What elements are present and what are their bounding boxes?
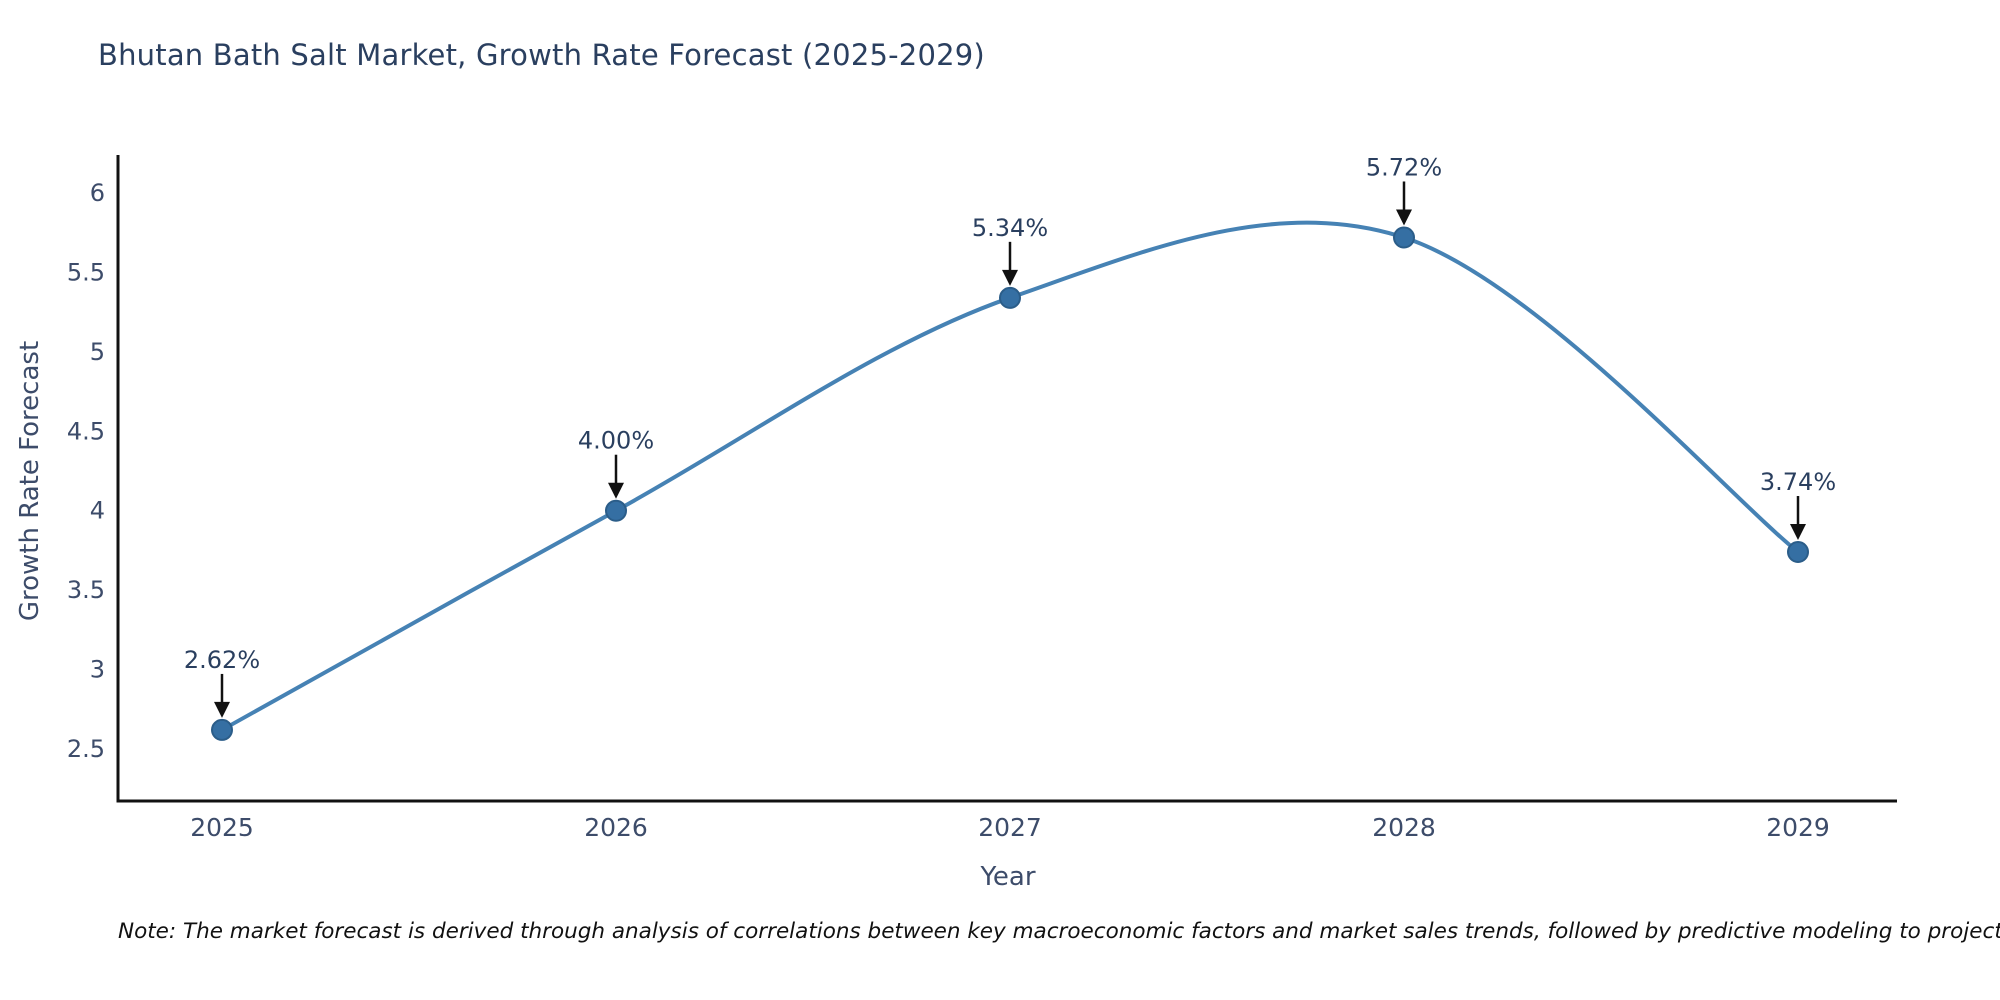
y-axis-title: Growth Rate Forecast — [15, 340, 45, 622]
y-tick-label: 2.5 — [67, 735, 105, 763]
footnote: Note: The market forecast is derived thr… — [118, 919, 2000, 944]
annotation-label: 5.72% — [1366, 153, 1442, 181]
x-tick-label: 2029 — [1766, 813, 1830, 842]
x-tick-label: 2027 — [978, 813, 1042, 842]
annotation-label: 3.74% — [1760, 468, 1836, 496]
data-point-marker — [605, 499, 627, 522]
y-tick-label: 3.5 — [67, 576, 105, 604]
annotation-arrowhead — [608, 482, 624, 499]
data-point-marker — [211, 718, 233, 741]
y-tick-label: 4.5 — [67, 417, 105, 445]
x-axis-title: Year — [980, 862, 1036, 892]
annotation-arrowhead — [214, 701, 230, 718]
annotation-label: 5.34% — [972, 214, 1048, 242]
x-tick-label: 2028 — [1372, 813, 1436, 842]
y-tick-label: 6 — [90, 179, 105, 207]
chart-title: Bhutan Bath Salt Market, Growth Rate For… — [98, 38, 985, 72]
data-point-marker — [999, 286, 1021, 309]
y-tick-label: 5 — [90, 338, 105, 366]
y-tick-label: 4 — [90, 497, 105, 525]
annotation-label: 4.00% — [578, 427, 654, 455]
data-point-marker — [1393, 226, 1415, 249]
annotation-label: 2.62% — [184, 646, 260, 674]
annotation-arrowhead — [1396, 209, 1412, 226]
y-tick-label: 3 — [90, 656, 105, 684]
x-tick-label: 2025 — [190, 813, 254, 842]
x-tick-label: 2026 — [584, 813, 648, 842]
data-point-marker — [1787, 541, 1809, 564]
annotation-arrowhead — [1002, 269, 1018, 286]
annotation-arrowhead — [1790, 524, 1806, 541]
y-tick-label: 5.5 — [67, 258, 105, 286]
